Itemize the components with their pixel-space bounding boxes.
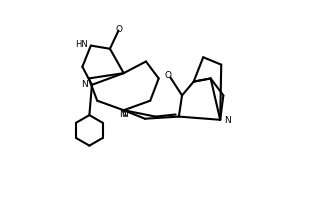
Text: N: N <box>121 110 128 119</box>
Text: O: O <box>165 71 172 80</box>
Text: N: N <box>119 110 126 119</box>
Text: N: N <box>81 80 88 89</box>
Text: O: O <box>116 25 123 34</box>
Text: N: N <box>224 116 231 125</box>
Text: HN: HN <box>75 40 88 49</box>
